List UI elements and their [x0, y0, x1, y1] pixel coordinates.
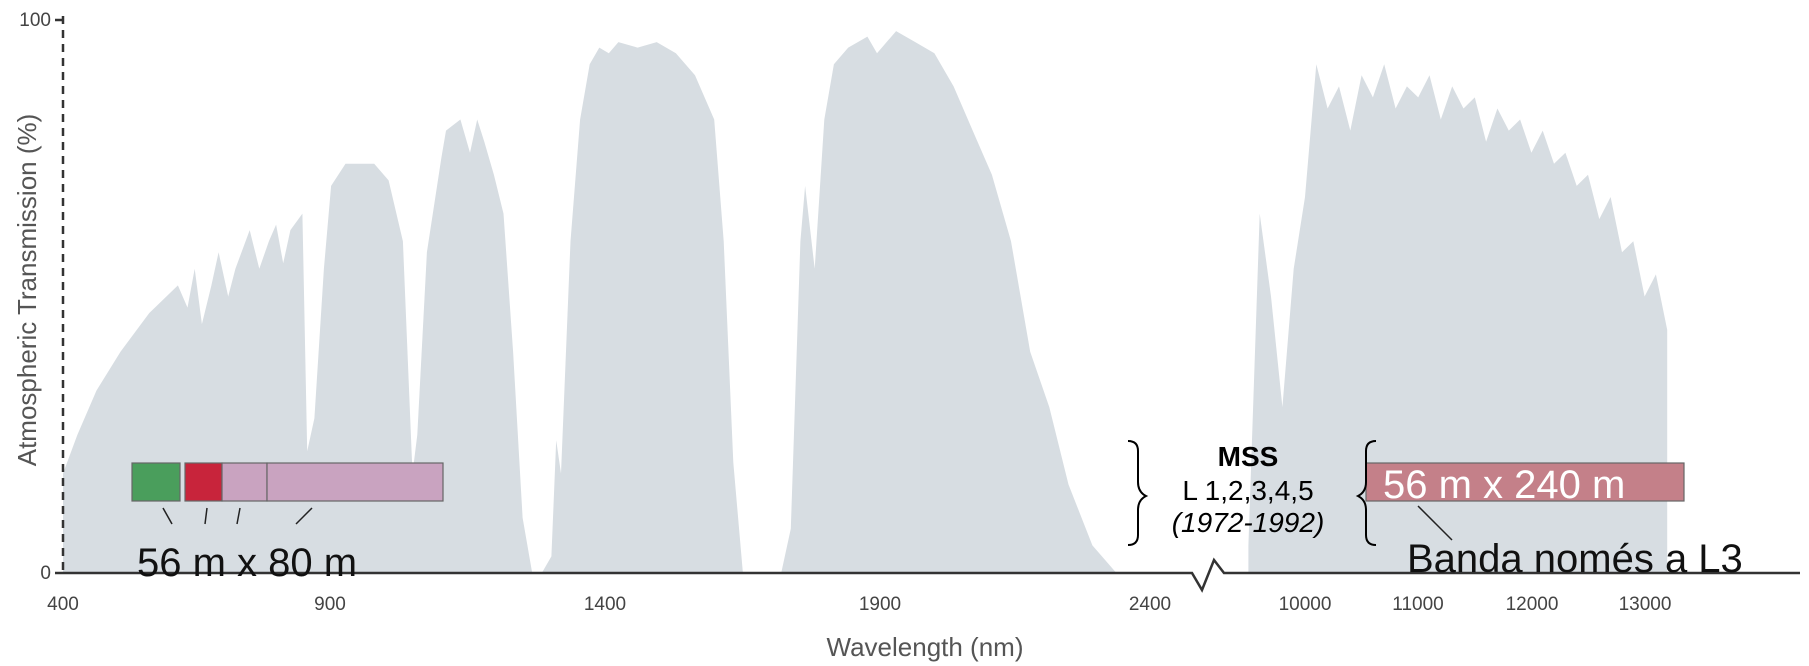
mss-satellites: L 1,2,3,4,5: [1182, 475, 1313, 506]
sensor-band-3: [221, 462, 268, 502]
leader-line: [204, 507, 208, 525]
y-tick-label: 100: [19, 10, 51, 31]
leader-line: [236, 507, 241, 525]
x-tick-label: 900: [314, 594, 346, 615]
leader-line: [162, 507, 173, 525]
transmission-areas: [63, 31, 1668, 574]
axes: [55, 16, 1800, 593]
y-axis-title: Atmospheric Transmission (%): [12, 114, 42, 467]
leader-line: [1417, 505, 1453, 541]
x-axis-line: [63, 557, 1800, 593]
leader-lines: [162, 505, 1453, 541]
x-axis-title: Wavelength (nm): [827, 632, 1024, 662]
leader-line: [295, 507, 313, 525]
mss-left-brace: [1127, 440, 1149, 546]
transmission-area-2: [1248, 64, 1668, 573]
x-tick-label: 1400: [584, 594, 626, 615]
sensor-band-4: [266, 462, 444, 502]
thermal-band-note: Banda només a L3: [1407, 537, 1743, 581]
sensor-band-1: [131, 462, 181, 502]
y-tick-labels: 0 100: [19, 10, 51, 584]
tm-bands-resolution-label: 56 m x 80 m: [137, 541, 357, 585]
sensor-bands: [131, 462, 1685, 502]
mss-right-brace: [1355, 440, 1377, 546]
x-tick-label: 13000: [1619, 594, 1672, 615]
mss-title: MSS: [1218, 441, 1279, 472]
x-tick-label: 1900: [859, 594, 901, 615]
x-tick-label: 12000: [1506, 594, 1559, 615]
transmission-area-1: [63, 31, 1117, 574]
y-tick-label: 0: [40, 563, 51, 584]
sensor-band-2: [184, 462, 223, 502]
x-tick-label: 11000: [1392, 594, 1443, 615]
x-tick-labels: 400 900 1400 1900 2400 10000 11000 12000 13000: [47, 594, 1671, 615]
x-tick-label: 10000: [1279, 594, 1332, 615]
thermal-band-resolution-label: 56 m x 240 m: [1383, 463, 1625, 507]
x-tick-label: 400: [47, 594, 79, 615]
mss-years: (1972-1992): [1172, 507, 1325, 538]
x-tick-label: 2400: [1129, 594, 1171, 615]
